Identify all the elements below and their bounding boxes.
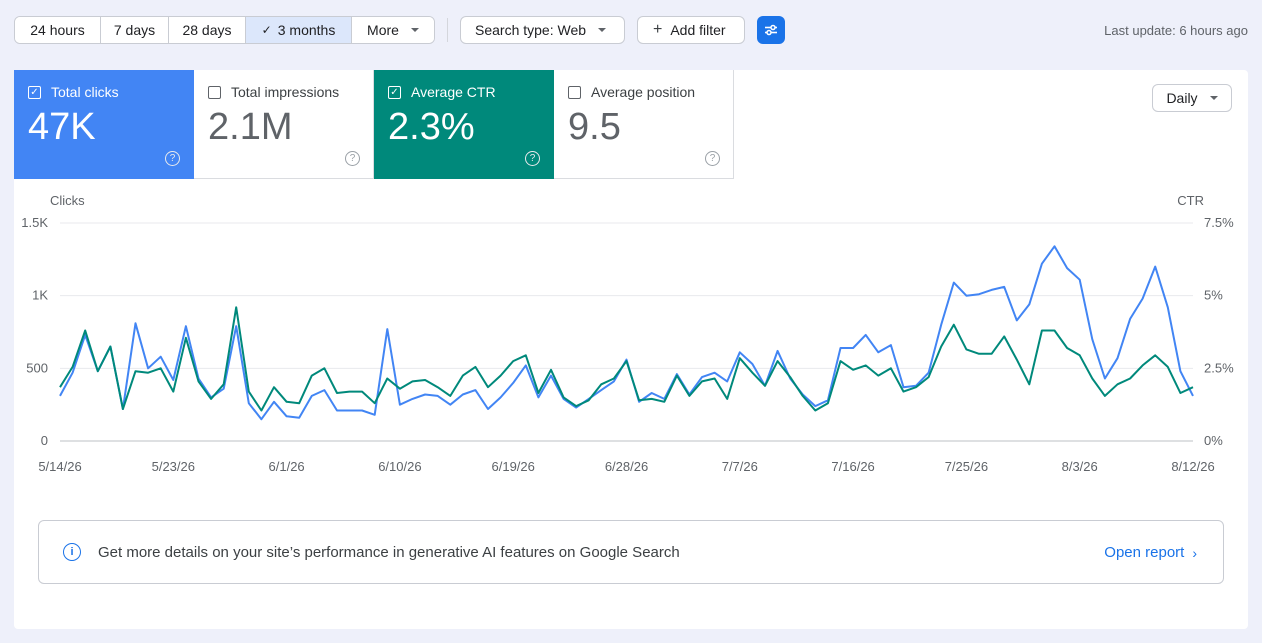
granularity-label: Daily [1166, 90, 1198, 106]
x-tick-label: 7/7/26 [722, 459, 758, 474]
x-tick-label: 7/25/26 [945, 459, 988, 474]
metric-header: ✓ Average CTR [388, 84, 496, 100]
y-right-tick-label: 2.5% [1204, 360, 1234, 375]
x-tick-label: 8/12/26 [1171, 459, 1214, 474]
add-filter-label: Add filter [670, 22, 726, 38]
range-label: 24 hours [30, 22, 85, 38]
settings-sliders-button[interactable] [757, 16, 785, 44]
checkbox-checked-icon: ✓ [388, 85, 401, 99]
open-report-label: Open report [1104, 544, 1185, 561]
metric-label: Average CTR [411, 84, 496, 100]
ai-features-banner: i Get more details on your site’s perfor… [38, 520, 1224, 584]
checkbox-unchecked-icon [208, 85, 221, 99]
performance-card: ✓ Total clicks 47K ? Total impressions 2.… [14, 70, 1248, 629]
toolbar-divider [447, 18, 448, 42]
add-filter-button[interactable]: + Add filter [637, 16, 745, 44]
y-left-tick-label: 1.5K [21, 215, 48, 230]
caret-down-icon [598, 28, 607, 32]
metric-value: 2.3% [388, 106, 475, 148]
help-icon[interactable]: ? [525, 151, 540, 166]
sliders-icon [765, 24, 777, 36]
range-label: 28 days [182, 22, 232, 38]
metric-total-clicks[interactable]: ✓ Total clicks 47K ? [14, 70, 194, 179]
search-type-label: Search type: Web [475, 22, 587, 38]
metric-value: 9.5 [568, 106, 621, 148]
range-label: 3 months [277, 22, 336, 38]
checkbox-checked-icon: ✓ [28, 85, 41, 99]
range-24-hours-button[interactable]: 24 hours [15, 17, 101, 43]
x-tick-label: 7/16/26 [831, 459, 874, 474]
date-range-selector: 24 hours 7 days 28 days ✓ 3 months More [14, 16, 435, 44]
x-tick-label: 6/1/26 [269, 459, 305, 474]
y-left-tick-label: 0 [41, 433, 48, 448]
x-tick-label: 6/28/26 [605, 459, 648, 474]
y-axis-right-label: CTR [1177, 193, 1204, 208]
x-tick-label: 8/3/26 [1062, 459, 1098, 474]
range-7-days-button[interactable]: 7 days [101, 17, 169, 43]
y-right-tick-label: 0% [1204, 433, 1223, 448]
checkbox-unchecked-icon [568, 85, 581, 99]
range-more-dropdown[interactable]: More [352, 17, 434, 43]
help-icon[interactable]: ? [705, 151, 720, 166]
metric-total-impressions[interactable]: Total impressions 2.1M ? [194, 70, 374, 179]
metric-value: 47K [28, 106, 96, 148]
y-right-tick-label: 5% [1204, 288, 1223, 303]
check-icon: ✓ [261, 23, 272, 37]
chevron-right-icon: › [1192, 544, 1197, 561]
range-label: 7 days [113, 22, 156, 38]
metric-header: Average position [568, 84, 695, 100]
help-icon[interactable]: ? [165, 151, 180, 166]
granularity-dropdown[interactable]: Daily [1152, 84, 1232, 112]
metric-label: Average position [591, 84, 696, 100]
metric-header: ✓ Total clicks [28, 84, 119, 100]
last-update-text: Last update: 6 hours ago [1104, 23, 1248, 38]
y-right-tick-label: 7.5% [1204, 215, 1234, 230]
x-tick-label: 5/14/26 [38, 459, 81, 474]
help-icon[interactable]: ? [345, 151, 360, 166]
metric-value: 2.1M [208, 106, 293, 148]
x-tick-label: 5/23/26 [152, 459, 195, 474]
metric-label: Total clicks [51, 84, 119, 100]
y-axis-left-label: Clicks [50, 193, 85, 208]
metric-average-position[interactable]: Average position 9.5 ? [554, 70, 734, 179]
y-left-tick-label: 500 [26, 360, 48, 375]
caret-down-icon [410, 28, 419, 32]
performance-chart: Clicks CTR 0 0% 500 2.5% 1K 5% 1.5K 7.5% 5/14/2… [21, 193, 1234, 474]
plus-icon: + [653, 21, 663, 38]
banner-text: Get more details on your site’s performa… [98, 543, 680, 561]
metric-header: Total impressions [208, 84, 339, 100]
series-line-ctr [59, 306, 1194, 412]
metric-average-ctr[interactable]: ✓ Average CTR 2.3% ? [374, 70, 554, 179]
range-label: More [367, 22, 399, 38]
search-type-dropdown[interactable]: Search type: Web [460, 16, 625, 44]
info-icon: i [63, 543, 81, 561]
caret-down-icon [1209, 96, 1218, 100]
x-tick-label: 6/10/26 [378, 459, 421, 474]
metric-label: Total impressions [231, 84, 340, 100]
toolbar: 24 hours 7 days 28 days ✓ 3 months More S… [14, 16, 1248, 44]
range-3-months-button[interactable]: ✓ 3 months [246, 17, 352, 43]
series-line-clicks [59, 245, 1194, 421]
open-report-link[interactable]: Open report › [1104, 544, 1197, 561]
range-28-days-button[interactable]: 28 days [169, 17, 246, 43]
y-left-tick-label: 1K [32, 288, 48, 303]
x-tick-label: 6/19/26 [492, 459, 535, 474]
